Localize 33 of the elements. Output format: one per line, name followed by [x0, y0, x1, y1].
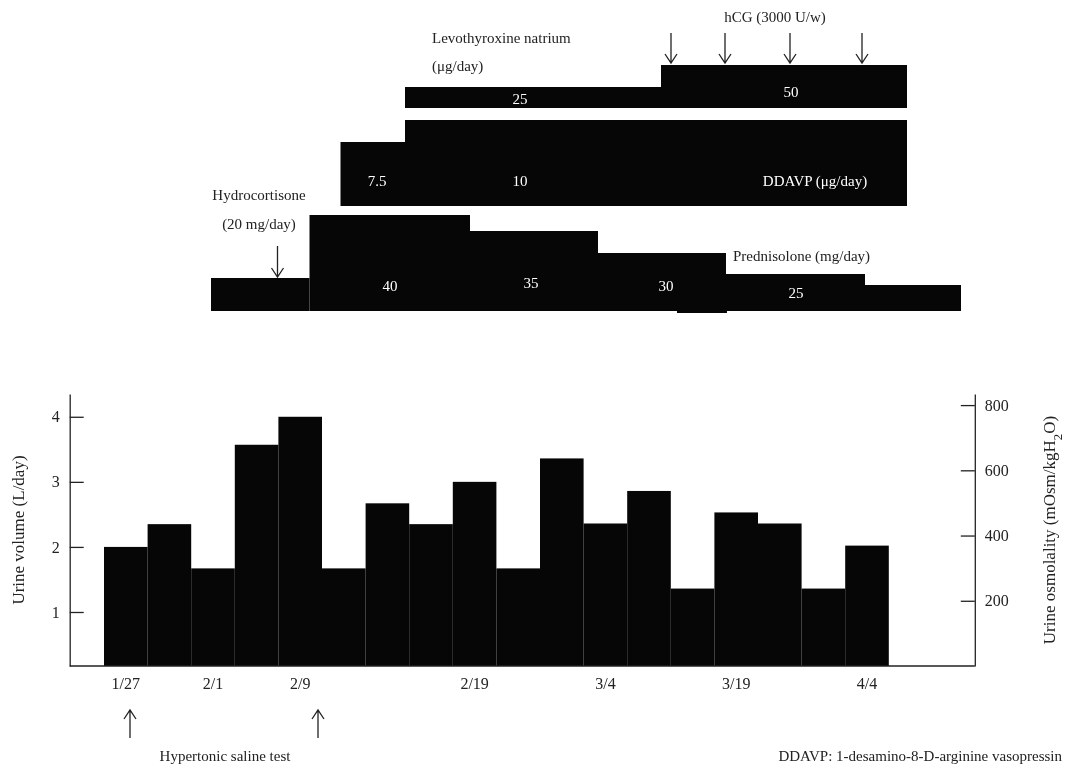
text: 35	[523, 275, 539, 291]
y-tick-label: 2	[51, 538, 60, 556]
x-tick-label: 1/27	[111, 675, 141, 693]
text: 25	[788, 285, 804, 301]
text: Prednisolone (mg/day)	[733, 248, 871, 265]
x-tick-label: 4/4	[856, 675, 878, 693]
y2-tick-label: 400	[984, 527, 1009, 545]
text: 10	[512, 173, 528, 189]
text: DDAVP: 1-desamino-8-D-arginine vasopressin	[778, 748, 1063, 764]
text: DDAVP (μg/day)	[762, 173, 868, 190]
text: 7.5	[367, 173, 387, 189]
x-tick-label: 2/1	[202, 675, 224, 693]
text: 40	[382, 278, 398, 294]
text: Hypertonic saline test	[159, 748, 292, 764]
text: hCG (3000 U/w)	[724, 9, 826, 26]
y2-tick-label: 600	[984, 461, 1009, 479]
y-tick-label: 4	[51, 408, 60, 426]
text: Levothyroxine natrium	[432, 30, 572, 46]
x-tick-label: 3/19	[721, 675, 751, 693]
y2-tick-label: 800	[984, 396, 1009, 414]
x-tick-label: 2/9	[289, 675, 311, 693]
y-tick-label: 3	[51, 473, 60, 491]
x-tick-label: 2/19	[460, 675, 489, 693]
text: 30	[658, 278, 674, 294]
text: (20 mg/day)	[222, 216, 296, 233]
y-tick-label: 1	[51, 603, 60, 621]
y-axis-title: Urine volume (L/day)	[9, 455, 28, 605]
text: Hydrocortisone	[212, 187, 306, 203]
y2-tick-label: 200	[984, 592, 1009, 610]
text: (μg/day)	[432, 58, 484, 75]
x-tick-label: 3/4	[595, 675, 616, 693]
text: 25	[512, 91, 528, 107]
text: 50	[783, 84, 799, 100]
